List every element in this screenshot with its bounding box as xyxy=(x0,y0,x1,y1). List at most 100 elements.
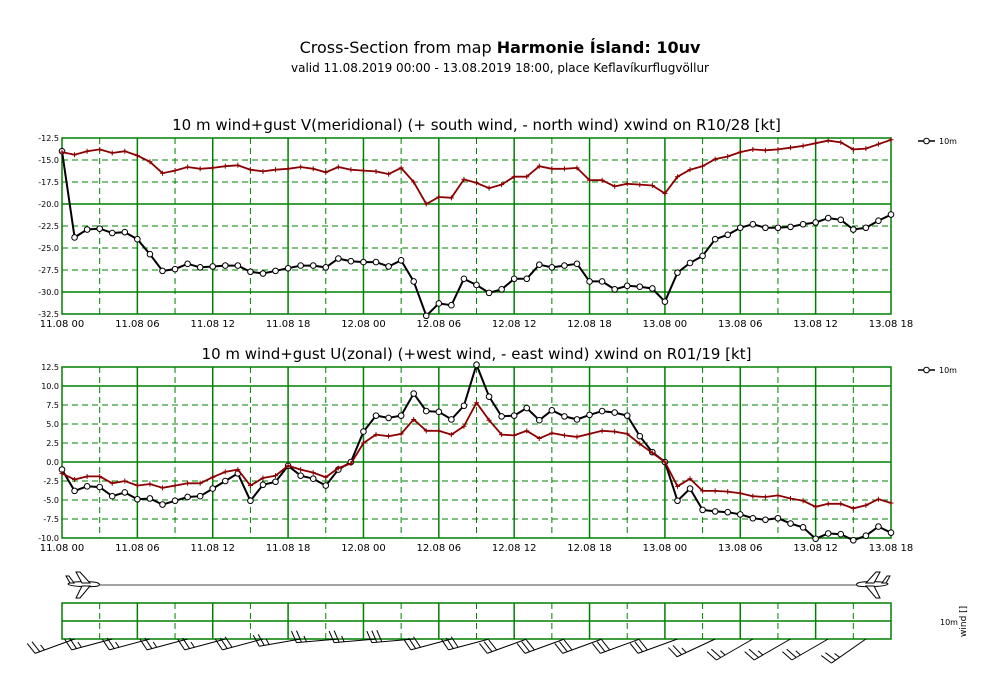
barb-staff xyxy=(562,638,603,654)
chart2-gust-point xyxy=(737,490,743,496)
chart2-ytick-label: 7.5 xyxy=(46,401,59,410)
barb-half-feather xyxy=(115,641,120,648)
chart1-gust-point xyxy=(147,159,153,165)
barb-feather xyxy=(592,643,601,654)
chart2-wind-point xyxy=(887,529,895,536)
chart2-wind-point xyxy=(536,416,543,424)
barb-feather xyxy=(559,641,568,652)
airplane-icon xyxy=(65,571,100,599)
chart1-xtick-label: 11.08 00 xyxy=(40,319,85,330)
barb-feather xyxy=(710,648,722,658)
chart2-wind-point xyxy=(711,508,719,515)
chart1-wind-point xyxy=(598,278,606,285)
chart1-ytick-label: -17.5 xyxy=(38,178,59,187)
chart2-wind-point xyxy=(473,361,480,369)
chart1-gust-point xyxy=(335,164,341,170)
chart2-gust-point xyxy=(84,473,90,479)
barb-staff xyxy=(259,638,301,647)
chart1-wind-point xyxy=(234,262,242,269)
chart1-gust-point xyxy=(511,174,517,180)
chart1-wind-point xyxy=(146,250,154,258)
chart2-wind-point xyxy=(460,402,468,410)
chart2-gust-point xyxy=(825,501,831,507)
barb-feather xyxy=(672,645,682,655)
chart2-wind-point xyxy=(611,409,618,416)
chart1-wind-point xyxy=(749,220,757,228)
chart1-wind-point xyxy=(724,231,732,239)
chart1-gust-point xyxy=(875,141,881,147)
chart2-ytick-label: 12.5 xyxy=(41,363,59,372)
chart1-wind-point xyxy=(787,223,794,231)
barb-staff xyxy=(637,638,678,654)
barb-feather xyxy=(441,639,449,651)
chart1-gust-point xyxy=(247,167,253,173)
chart1-title: 10 m wind+gust V(meridional) (+ south wi… xyxy=(172,116,781,134)
chart1-wind-point xyxy=(762,224,769,232)
barb-feather xyxy=(526,639,535,651)
chart1-ytick-label: -20.0 xyxy=(38,200,59,209)
chart1-gust-point xyxy=(725,153,731,159)
wind-barb xyxy=(554,638,603,654)
wind-barb xyxy=(64,637,113,651)
main-title: Cross-Section from map Harmonie Ísland: … xyxy=(0,38,1000,58)
chart1-wind-point xyxy=(322,264,330,271)
barb-feather xyxy=(139,639,148,651)
chart1-wind-point xyxy=(108,229,116,237)
chart2-gust-point xyxy=(273,473,279,479)
chart2-gust-point xyxy=(574,434,580,440)
barb-staff xyxy=(222,638,264,651)
chart1-wind-point xyxy=(485,289,493,297)
chart1-wind-point xyxy=(83,226,91,233)
chart1-gust-point xyxy=(838,139,844,145)
chart1-gust-point xyxy=(762,147,768,153)
chart2-wind-point xyxy=(422,407,430,415)
chart1-wind-point xyxy=(812,219,819,226)
wind-barb xyxy=(821,638,867,664)
barb-half-feather xyxy=(152,641,158,648)
chart1-gust-point xyxy=(159,170,165,176)
chart2-title: 10 m wind+gust U(zonal) (+west wind, - e… xyxy=(202,345,752,363)
chart1-wind-point xyxy=(799,220,807,228)
chart1-wind-point xyxy=(196,264,204,271)
barb-feather xyxy=(215,639,223,651)
barb-feather xyxy=(634,641,644,652)
chart2-wind-point xyxy=(724,508,732,516)
barb-feather xyxy=(144,637,153,649)
chart2-gust-point xyxy=(775,492,781,498)
chart2-gust-point xyxy=(448,432,454,438)
barb-staff xyxy=(831,638,867,664)
main-title-prefix: Cross-Section from map xyxy=(299,38,497,57)
chart2-gust-point xyxy=(561,432,567,438)
wind-barb xyxy=(366,629,414,644)
barb-feather xyxy=(408,637,417,649)
chart1-gust-point xyxy=(788,145,794,151)
chart2-wind-point xyxy=(824,530,832,537)
chart2-gust-point xyxy=(788,495,794,501)
barb-feather xyxy=(291,630,297,643)
chart2-gust-point xyxy=(549,430,555,436)
chart2-gust-point xyxy=(59,470,65,476)
barb-feather xyxy=(177,639,186,651)
chart2-wind-point xyxy=(121,489,129,496)
chart1-gust-point xyxy=(172,168,178,174)
chart2-gust-point xyxy=(436,428,442,434)
chart2-gust-point xyxy=(210,474,216,480)
chart2-wind-point xyxy=(397,412,405,419)
chart1-gust-point xyxy=(436,194,442,200)
chart2-wind-point xyxy=(812,535,819,543)
chart2-xtick-label: 12.08 06 xyxy=(417,543,462,554)
chart2-wind-point xyxy=(573,416,581,423)
barb-staff xyxy=(487,638,527,654)
chart1-gust-point xyxy=(662,190,668,196)
wind-barb xyxy=(252,634,301,647)
barb-feather xyxy=(668,647,678,658)
chart2-gust-point xyxy=(762,494,768,500)
chart1-gust-point xyxy=(549,166,555,172)
chart1-wind-point xyxy=(561,262,568,269)
chart2-xtick-label: 12.08 18 xyxy=(567,543,612,554)
wind-barb xyxy=(291,630,339,644)
chart2-wind-point xyxy=(699,506,706,514)
chart1-wind-point xyxy=(573,260,581,268)
chart1-xtick-label: 13.08 00 xyxy=(643,319,688,330)
barb-feather xyxy=(744,651,755,661)
